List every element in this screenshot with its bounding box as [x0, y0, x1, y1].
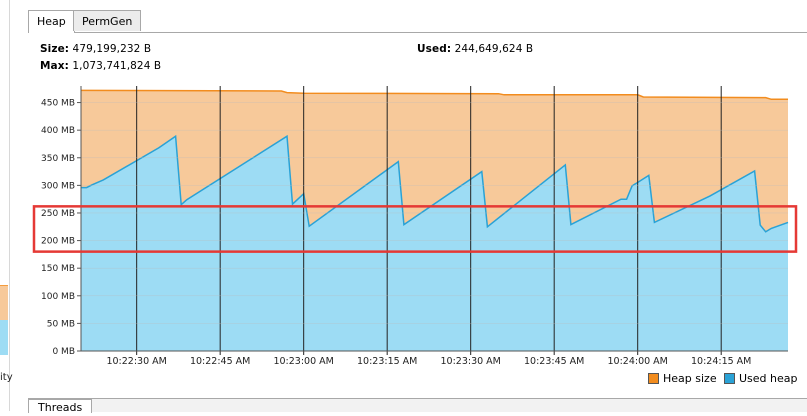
max-value: 1,073,741,824 B [72, 60, 162, 72]
heap-max-info: Max: 1,073,741,824 B [40, 60, 161, 72]
heap-size-swatch-icon [648, 373, 659, 384]
tab-permgen[interactable]: PermGen [73, 10, 142, 31]
size-value: 479,199,232 B [72, 43, 152, 55]
used-value: 244,649,624 B [454, 43, 534, 55]
left-mini-chart [0, 285, 8, 355]
heap-size-line [80, 89, 788, 101]
x-tick-label: 10:22:45 AM [190, 356, 250, 367]
chart-areas [80, 86, 789, 352]
y-tick-label: 450 MB [41, 99, 75, 109]
size-label: Size: [40, 43, 70, 55]
chart-grid [77, 86, 788, 355]
y-tick-label: 200 MB [41, 237, 75, 247]
x-tick-label: 10:24:15 AM [691, 356, 751, 367]
heap-chart: 0 MB 50 MB 100 MB 150 MB 200 MB 250 MB 300 MB 3… [32, 86, 798, 367]
y-tick-label: 50 MB [47, 319, 75, 329]
left-panel-clipped-label: ity [0, 372, 13, 383]
tab-heap[interactable]: Heap [28, 10, 75, 33]
max-label: Max: [40, 60, 69, 72]
x-tick-label: 10:23:30 AM [440, 356, 500, 367]
x-tick-label: 10:22:30 AM [106, 356, 166, 367]
y-tick-label: 150 MB [41, 264, 75, 274]
legend-used-heap-label: Used heap [739, 372, 798, 385]
used-label: Used: [417, 43, 452, 55]
used-heap-swatch-icon [724, 373, 735, 384]
x-tick-label: 10:24:00 AM [607, 356, 667, 367]
highlight-rectangle [32, 205, 798, 253]
heap-monitor-panel: Heap PermGen Size: 479,199,232 B Max: 1,… [28, 0, 807, 394]
y-tick-label: 100 MB [41, 292, 75, 302]
memory-tab-bar: Heap PermGen [28, 8, 807, 33]
legend-heap-size: Heap size [648, 372, 717, 385]
x-axis-labels: 10:22:30 AM 10:22:45 AM 10:23:00 AM 10:23:1… [106, 356, 751, 367]
y-tick-label: 0 MB [52, 347, 75, 357]
used-heap-area [81, 136, 788, 351]
y-tick-label: 350 MB [41, 154, 75, 164]
legend-heap-size-label: Heap size [663, 372, 717, 385]
x-tick-label: 10:23:45 AM [524, 356, 584, 367]
y-tick-label: 300 MB [41, 181, 75, 191]
legend-used-heap: Used heap [724, 372, 798, 385]
panel-divider[interactable] [9, 0, 10, 411]
y-axis-labels: 0 MB 50 MB 100 MB 150 MB 200 MB 250 MB 300 MB 3… [41, 99, 75, 357]
heap-used-info: Used: 244,649,624 B [417, 43, 533, 55]
x-tick-label: 10:23:00 AM [273, 356, 333, 367]
y-tick-label: 250 MB [41, 209, 75, 219]
bottom-panel-bar: Threads [28, 398, 807, 414]
x-tick-label: 10:23:15 AM [357, 356, 417, 367]
y-tick-label: 400 MB [41, 126, 75, 136]
heap-size-info: Size: 479,199,232 B [40, 43, 151, 55]
used-heap-line [81, 134, 789, 233]
left-panel-edge: ity [0, 0, 22, 411]
